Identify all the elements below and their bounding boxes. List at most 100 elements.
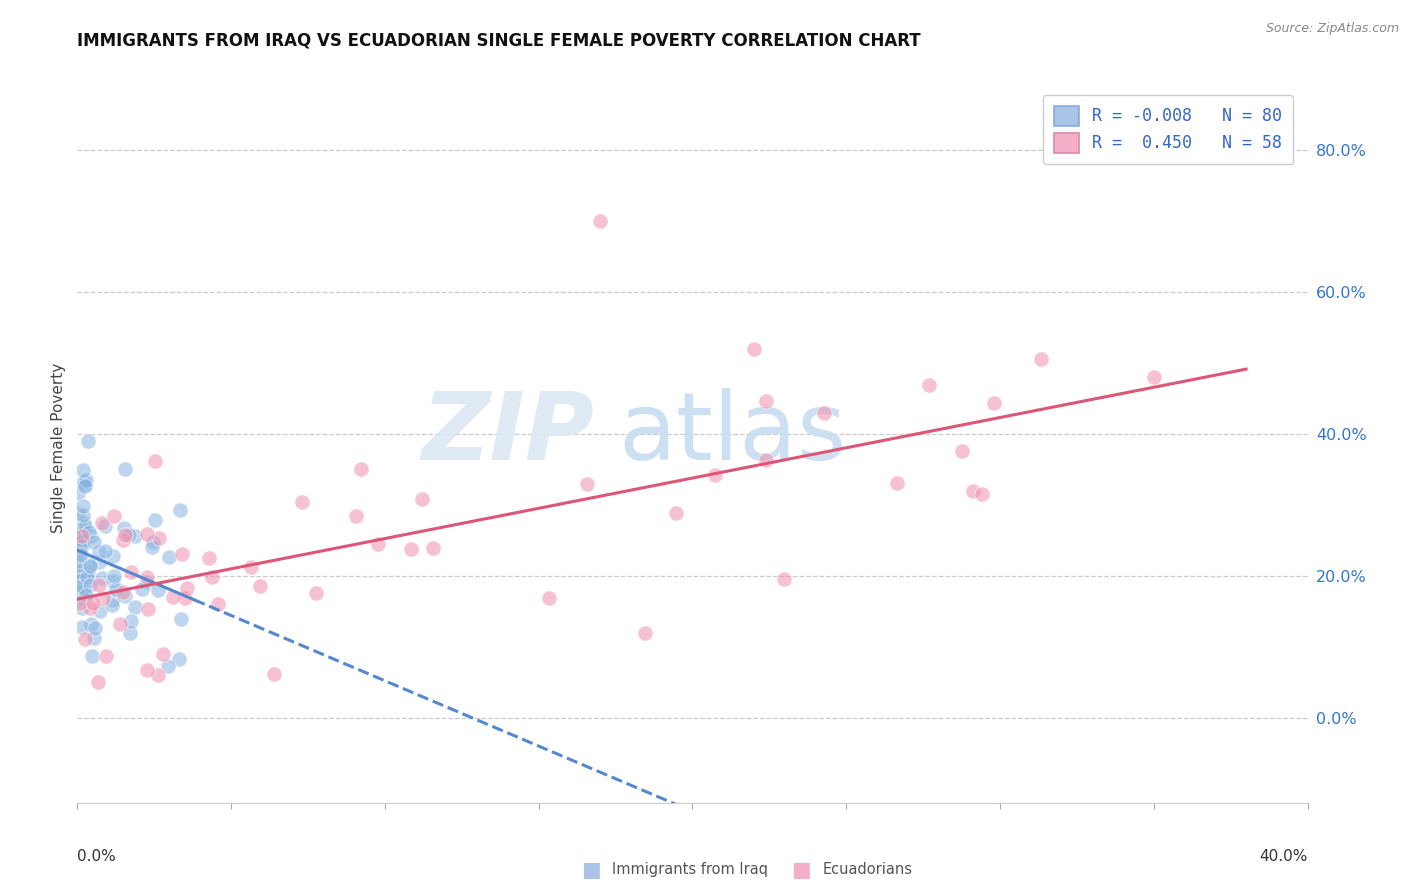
Point bbox=[172, 547, 194, 561]
Point bbox=[70, 529, 93, 543]
Point bbox=[80, 529, 103, 543]
Text: Ecuadorians: Ecuadorians bbox=[823, 863, 912, 877]
Point bbox=[970, 487, 993, 501]
Point bbox=[94, 648, 117, 663]
Point bbox=[305, 586, 328, 600]
Point bbox=[66, 507, 89, 521]
Point bbox=[111, 584, 134, 599]
Point bbox=[249, 579, 271, 593]
Point bbox=[983, 396, 1005, 410]
Point bbox=[76, 565, 98, 579]
Point bbox=[201, 570, 224, 584]
Point bbox=[66, 566, 89, 580]
Point bbox=[152, 647, 174, 661]
Point bbox=[143, 454, 166, 468]
Point bbox=[141, 540, 163, 554]
Point bbox=[589, 214, 612, 228]
Point bbox=[537, 591, 560, 606]
Point bbox=[1143, 370, 1166, 384]
Point bbox=[83, 534, 105, 549]
Point bbox=[72, 580, 94, 594]
Point bbox=[634, 626, 657, 640]
Text: Source: ZipAtlas.com: Source: ZipAtlas.com bbox=[1265, 22, 1399, 36]
Point bbox=[82, 649, 104, 664]
Y-axis label: Single Female Poverty: Single Female Poverty bbox=[51, 363, 66, 533]
Point bbox=[94, 543, 117, 558]
Text: 0.0%: 0.0% bbox=[77, 849, 117, 863]
Point bbox=[1031, 351, 1053, 366]
Point bbox=[82, 596, 104, 610]
Point bbox=[72, 499, 94, 513]
Point bbox=[350, 461, 373, 475]
Point bbox=[120, 615, 142, 629]
Text: IMMIGRANTS FROM IRAQ VS ECUADORIAN SINGLE FEMALE POVERTY CORRELATION CHART: IMMIGRANTS FROM IRAQ VS ECUADORIAN SINGL… bbox=[77, 31, 921, 49]
Point bbox=[69, 548, 91, 562]
Point bbox=[77, 570, 100, 584]
Point bbox=[135, 575, 157, 590]
Point bbox=[169, 503, 191, 517]
Text: ■: ■ bbox=[792, 860, 811, 880]
Point bbox=[69, 596, 91, 610]
Point bbox=[124, 529, 146, 543]
Point bbox=[75, 479, 97, 493]
Point bbox=[79, 601, 101, 615]
Point bbox=[67, 558, 90, 573]
Point bbox=[112, 533, 135, 548]
Point bbox=[83, 632, 105, 646]
Point bbox=[136, 663, 159, 677]
Point bbox=[69, 573, 91, 587]
Point bbox=[67, 571, 90, 585]
Text: ZIP: ZIP bbox=[422, 388, 595, 480]
Point bbox=[162, 590, 184, 604]
Point bbox=[742, 342, 765, 356]
Point bbox=[131, 582, 153, 597]
Point bbox=[87, 578, 110, 592]
Point bbox=[103, 569, 125, 583]
Point bbox=[411, 491, 433, 506]
Point bbox=[69, 533, 91, 547]
Point bbox=[72, 475, 94, 489]
Point bbox=[173, 591, 195, 606]
Point bbox=[114, 527, 136, 541]
Point bbox=[813, 406, 835, 420]
Point bbox=[69, 537, 91, 551]
Point bbox=[75, 587, 97, 601]
Point bbox=[70, 520, 93, 534]
Point bbox=[962, 484, 984, 499]
Point bbox=[399, 542, 422, 557]
Point bbox=[72, 586, 94, 600]
Point bbox=[72, 508, 94, 523]
Point bbox=[89, 555, 111, 569]
Point bbox=[89, 545, 111, 559]
Point bbox=[886, 475, 908, 490]
Point bbox=[101, 574, 124, 588]
Point bbox=[91, 571, 114, 585]
Point bbox=[70, 539, 93, 553]
Point bbox=[422, 541, 444, 555]
Point bbox=[918, 378, 941, 392]
Point bbox=[79, 558, 101, 572]
Point bbox=[86, 675, 108, 690]
Point bbox=[83, 621, 105, 635]
Point bbox=[664, 506, 686, 520]
Point bbox=[101, 599, 124, 613]
Point bbox=[73, 478, 96, 492]
Point bbox=[70, 600, 93, 615]
Point bbox=[69, 585, 91, 599]
Point bbox=[73, 591, 96, 605]
Point bbox=[176, 582, 198, 596]
Point bbox=[70, 533, 93, 548]
Point bbox=[79, 558, 101, 573]
Legend: R = -0.008   N = 80, R =  0.450   N = 58: R = -0.008 N = 80, R = 0.450 N = 58 bbox=[1043, 95, 1294, 164]
Point bbox=[135, 570, 157, 584]
Point bbox=[114, 462, 136, 476]
Point bbox=[367, 536, 389, 550]
Point bbox=[108, 616, 131, 631]
Point bbox=[704, 468, 727, 483]
Point bbox=[101, 549, 124, 563]
Point bbox=[66, 485, 89, 500]
Point bbox=[67, 553, 90, 567]
Text: atlas: atlas bbox=[619, 388, 846, 480]
Point bbox=[124, 599, 146, 614]
Point bbox=[146, 668, 169, 682]
